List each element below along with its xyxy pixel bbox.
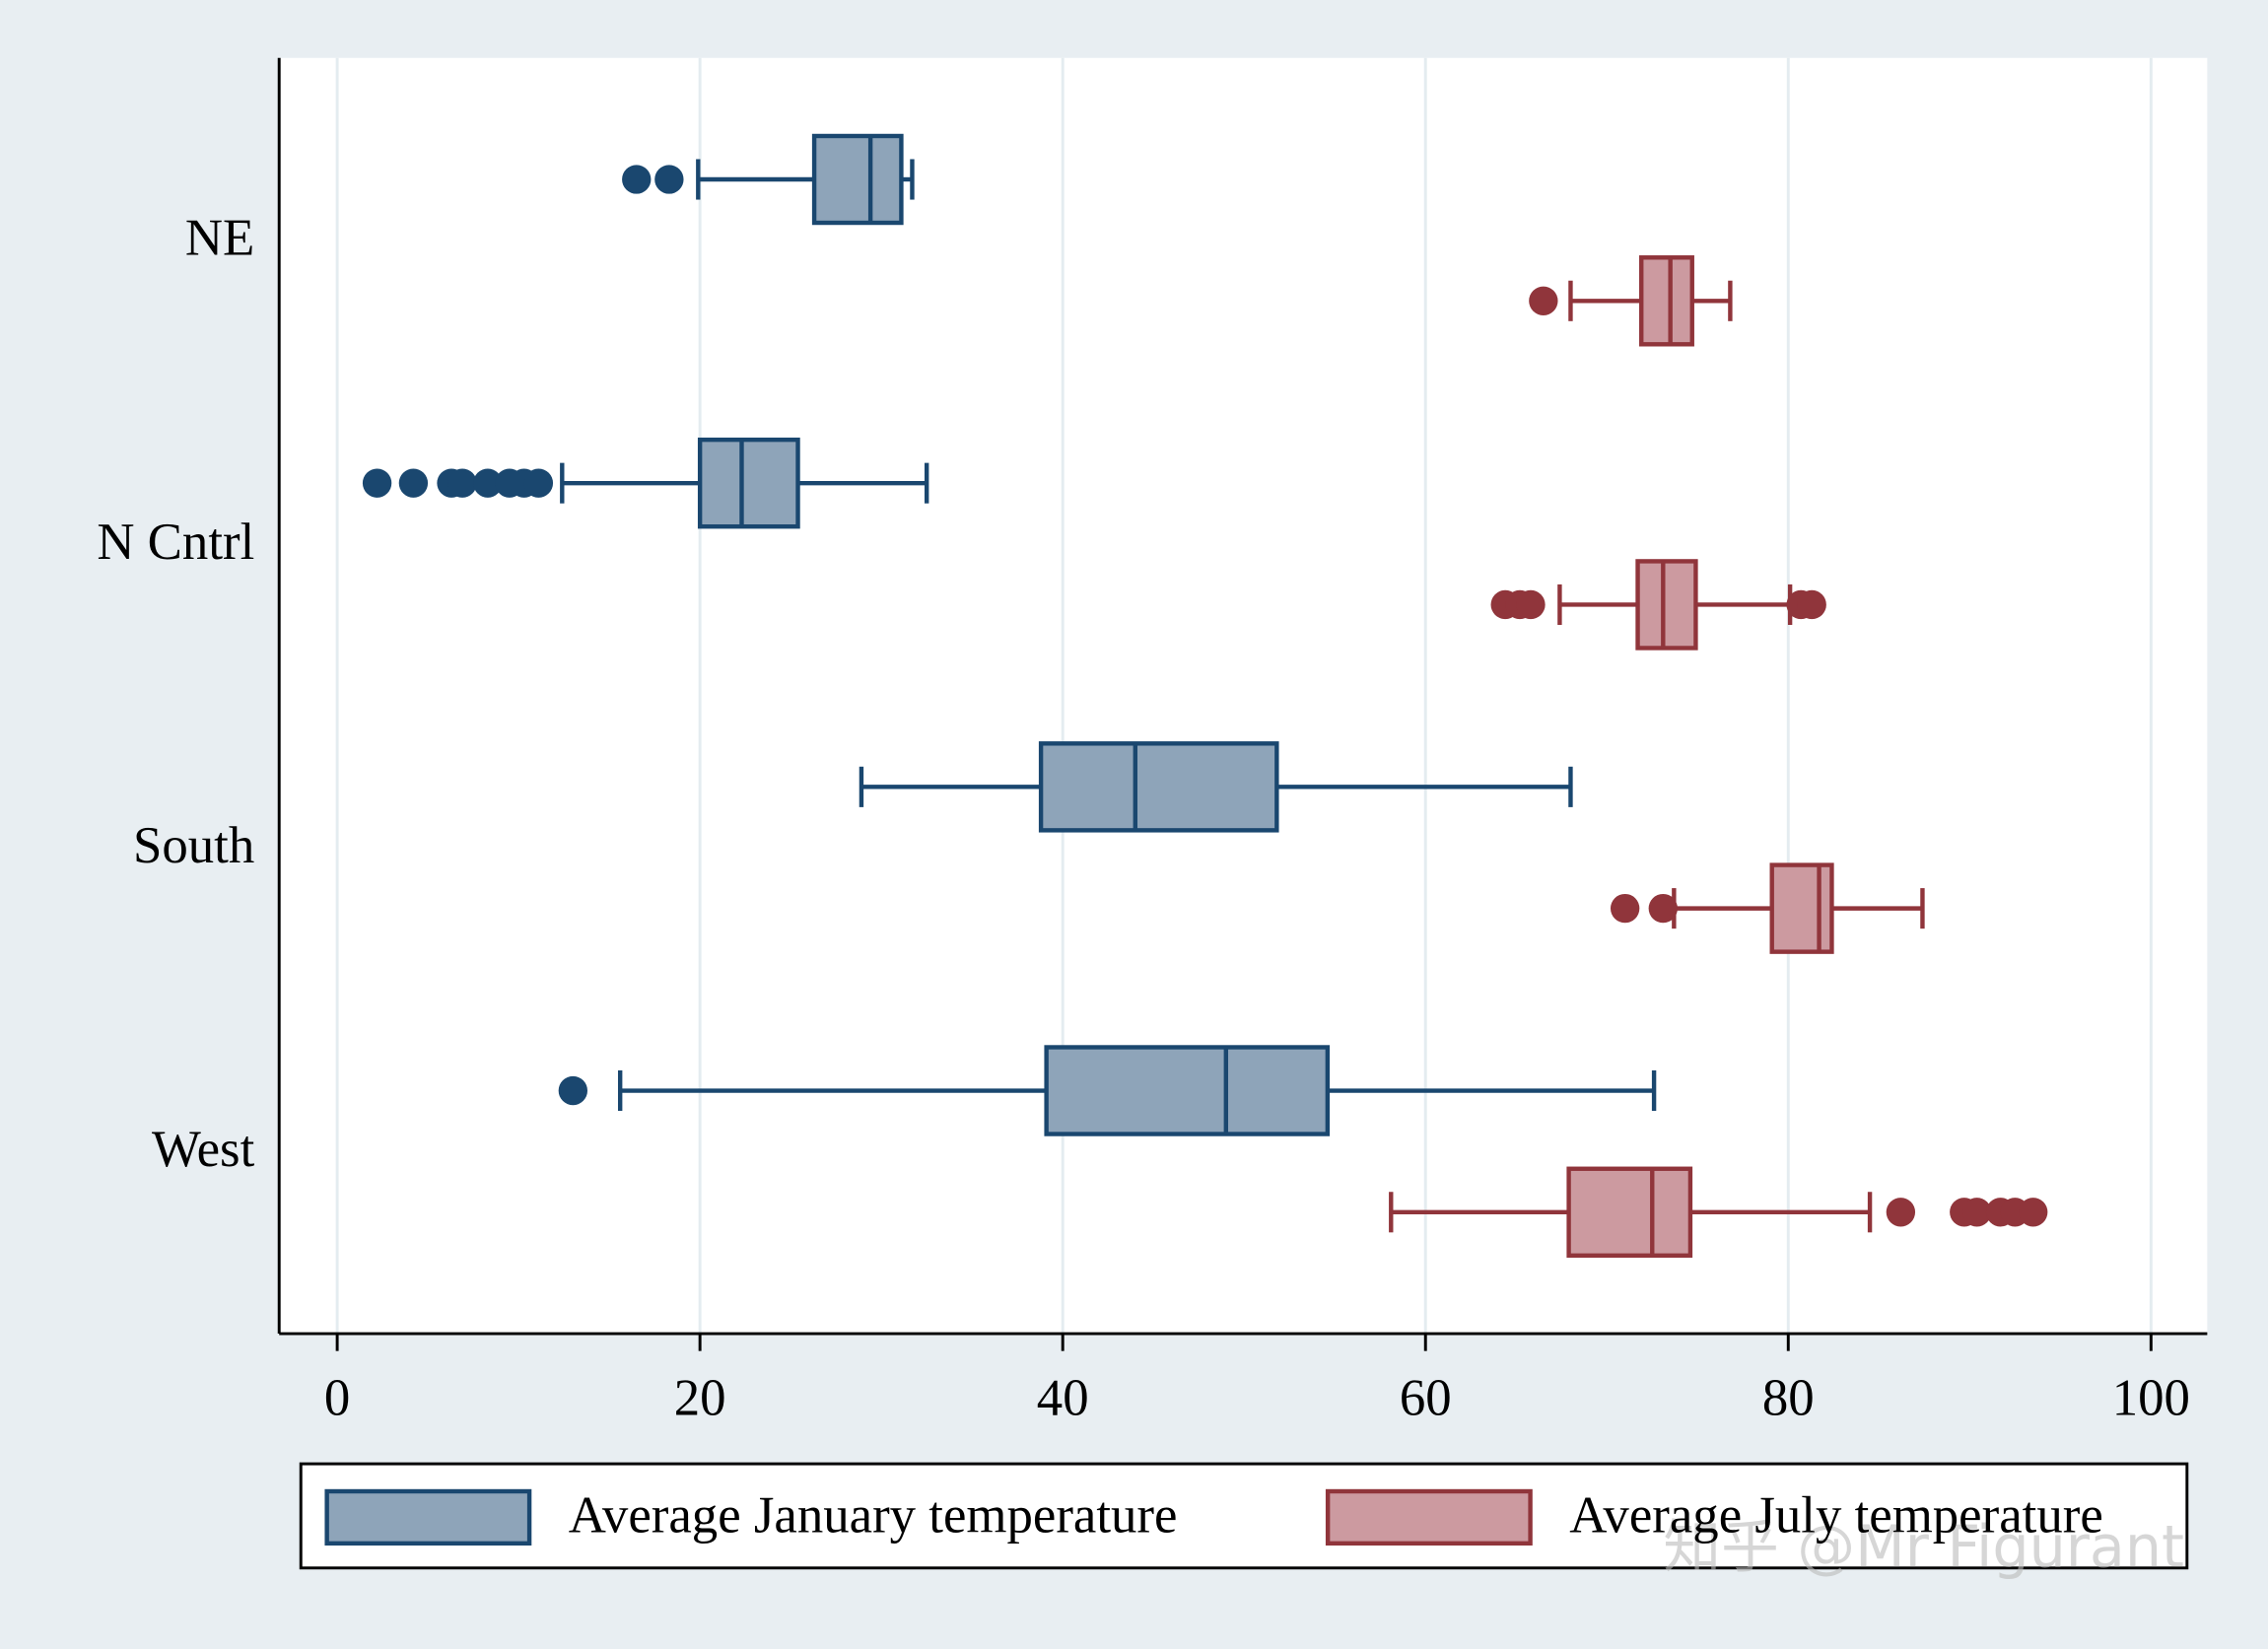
outlier	[1797, 589, 1826, 620]
legend	[299, 1462, 2189, 1570]
outlier	[1648, 893, 1678, 924]
box	[811, 133, 904, 226]
x-tick-label: 80	[1762, 1370, 1815, 1427]
outlier	[2019, 1198, 2048, 1227]
plot-area	[279, 57, 2208, 1335]
box	[697, 437, 800, 529]
y-tick-label: West	[152, 1121, 255, 1178]
legend-label: Average January temperature	[569, 1486, 1178, 1544]
outlier	[1886, 1198, 1916, 1227]
y-tick-label: N Cntrl	[97, 514, 254, 571]
x-tick-label: 100	[2112, 1370, 2190, 1427]
outlier	[447, 468, 477, 498]
outlier	[622, 165, 652, 194]
outlier	[1961, 1198, 1992, 1227]
outlier	[473, 468, 503, 498]
box	[1038, 741, 1279, 833]
outlier	[654, 165, 684, 194]
legend-label: Average July temperature	[1569, 1486, 2103, 1544]
outlier	[362, 468, 392, 498]
box	[1635, 559, 1698, 651]
box	[1769, 862, 1834, 954]
x-tick-label: 0	[324, 1370, 350, 1427]
outlier	[398, 468, 429, 498]
outlier	[1516, 589, 1546, 620]
box	[1044, 1045, 1331, 1136]
x-tick-label: 40	[1037, 1370, 1089, 1427]
outlier	[558, 1075, 588, 1106]
y-tick-label: South	[133, 817, 254, 874]
watermark: 知乎 @Mr Figurant	[1663, 1513, 2184, 1580]
y-tick-label: NE	[185, 210, 254, 267]
legend-swatch	[324, 1488, 532, 1546]
outlier	[1529, 286, 1558, 315]
x-tick-label: 60	[1400, 1370, 1452, 1427]
outlier	[1610, 893, 1640, 924]
outlier	[523, 468, 554, 498]
box	[1639, 255, 1694, 347]
legend-swatch	[1325, 1488, 1533, 1546]
box	[1566, 1166, 1693, 1259]
x-tick-label: 20	[674, 1370, 726, 1427]
